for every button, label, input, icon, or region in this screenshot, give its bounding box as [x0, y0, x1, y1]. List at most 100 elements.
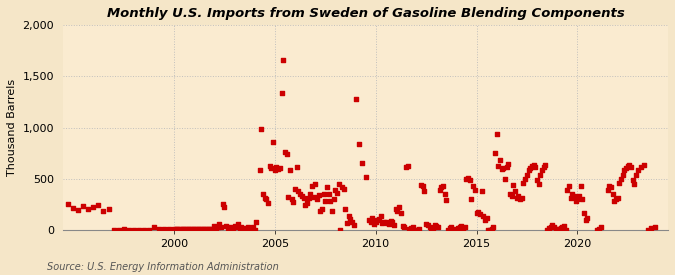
Point [330, 188, 341, 192]
Point [649, 224, 660, 229]
Point [614, 181, 624, 185]
Point [124, 228, 134, 232]
Point [176, 227, 186, 231]
Point [437, 184, 448, 188]
Point [263, 201, 273, 205]
Point [118, 227, 129, 232]
Point [196, 227, 207, 231]
Point [364, 217, 375, 222]
Point [441, 198, 452, 202]
Point [244, 228, 255, 232]
Point [466, 197, 477, 201]
Point [320, 199, 331, 203]
Point [138, 228, 149, 232]
Point [443, 228, 454, 232]
Point [387, 219, 398, 224]
Point [323, 192, 334, 196]
Point [414, 227, 425, 231]
Point [78, 204, 88, 208]
Point [495, 158, 506, 163]
Point [344, 214, 354, 219]
Point [616, 177, 626, 181]
Point [194, 227, 205, 231]
Point [496, 167, 507, 172]
Point [431, 224, 441, 228]
Point [251, 219, 262, 224]
Point [577, 197, 588, 201]
Point [399, 224, 410, 229]
Point [290, 187, 300, 191]
Point [184, 227, 194, 231]
Point [303, 196, 314, 200]
Point [286, 197, 297, 201]
Point [550, 227, 561, 231]
Point [217, 202, 228, 207]
Point [582, 215, 593, 220]
Point [204, 227, 215, 231]
Point [248, 224, 259, 229]
Point [360, 174, 371, 179]
Point [619, 168, 630, 173]
Point [308, 195, 319, 199]
Point [345, 216, 356, 221]
Point [221, 224, 232, 228]
Point [537, 168, 547, 173]
Point [172, 227, 183, 231]
Point [189, 227, 200, 231]
Point [513, 194, 524, 198]
Point [206, 227, 217, 231]
Point [505, 192, 516, 196]
Point [434, 188, 445, 192]
Point [547, 222, 558, 227]
Point [565, 196, 576, 200]
Point [242, 224, 253, 229]
Point [98, 209, 109, 214]
Point [451, 228, 462, 232]
Point [417, 184, 428, 188]
Point [148, 224, 159, 229]
Point [574, 194, 585, 198]
Point [229, 224, 240, 228]
Point [296, 194, 307, 198]
Point [433, 224, 443, 229]
Point [313, 193, 324, 197]
Point [394, 205, 405, 210]
Point [88, 205, 99, 210]
Point [315, 209, 325, 214]
Point [285, 168, 296, 173]
Point [562, 188, 572, 192]
Point [506, 194, 517, 198]
Point [374, 216, 385, 221]
Point [410, 228, 421, 232]
Point [500, 177, 510, 181]
Point [375, 214, 386, 219]
Point [510, 189, 520, 193]
Point [298, 196, 309, 200]
Point [276, 90, 287, 95]
Point [568, 194, 579, 198]
Point [190, 227, 201, 231]
Point [483, 228, 493, 232]
Point [177, 227, 188, 231]
Point [293, 189, 304, 193]
Point [331, 191, 342, 195]
Point [618, 172, 628, 177]
Point [448, 227, 458, 231]
Point [241, 228, 252, 232]
Point [300, 203, 310, 207]
Point [489, 151, 500, 155]
Point [173, 227, 184, 231]
Point [570, 199, 581, 203]
Point [595, 224, 606, 229]
Point [646, 226, 657, 230]
Point [261, 197, 272, 201]
Point [629, 182, 640, 186]
Point [488, 224, 499, 229]
Point [144, 228, 155, 232]
Point [485, 228, 495, 232]
Point [400, 165, 411, 170]
Point [541, 228, 552, 232]
Point [333, 182, 344, 186]
Point [202, 227, 213, 231]
Point [502, 165, 512, 170]
